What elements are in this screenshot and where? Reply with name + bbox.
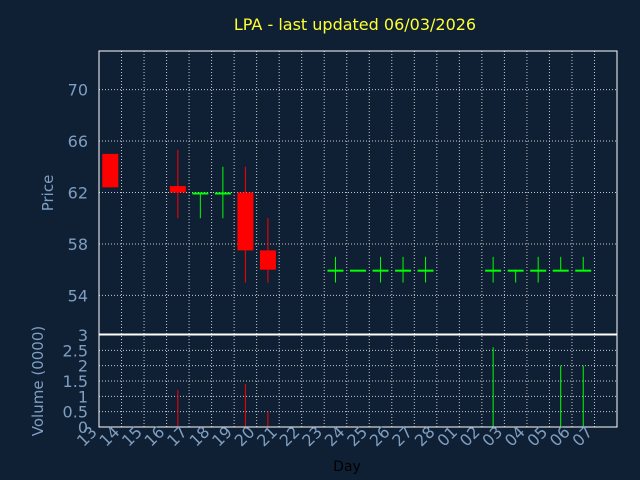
plot-frame bbox=[98, 50, 618, 428]
price-tick-label: 58 bbox=[68, 235, 88, 254]
candle-body bbox=[214, 192, 231, 195]
volume-axis-label: Volume (0000) bbox=[29, 326, 47, 436]
candle-body bbox=[417, 269, 434, 272]
candle-body bbox=[372, 269, 389, 272]
volume-tick-label: 3 bbox=[78, 326, 88, 345]
tick-labels: 545862667000.511.522.5313141516171819202… bbox=[63, 81, 597, 451]
candle-body bbox=[575, 269, 592, 272]
candle-layer bbox=[102, 150, 592, 283]
volume-tick-label: 1.5 bbox=[63, 372, 88, 391]
volume-tick-label: 2 bbox=[78, 357, 88, 376]
grid-layer bbox=[99, 51, 617, 427]
x-axis-label: Day bbox=[333, 459, 361, 475]
candle-body bbox=[507, 269, 524, 272]
chart-title: LPA - last updated 06/03/2026 bbox=[234, 15, 476, 34]
price-tick-label: 62 bbox=[68, 184, 88, 203]
candle-body bbox=[192, 192, 209, 195]
candle-body bbox=[237, 192, 254, 251]
volume-tick-label: 2.5 bbox=[63, 341, 88, 360]
price-panel-border bbox=[98, 50, 618, 335]
candle-body bbox=[327, 269, 344, 272]
volume-panel-border bbox=[98, 334, 618, 428]
price-tick-label: 54 bbox=[68, 286, 88, 305]
price-axis-label: Price bbox=[39, 175, 57, 212]
candle-body bbox=[552, 269, 569, 272]
candle-body bbox=[395, 269, 412, 272]
candle-body bbox=[169, 186, 186, 193]
candle-body bbox=[350, 269, 366, 272]
volume-layer bbox=[177, 347, 584, 427]
candle-body bbox=[102, 153, 119, 188]
volume-tick-label: 1 bbox=[78, 387, 88, 406]
volume-tick-label: 0 bbox=[78, 418, 88, 437]
price-tick-label: 70 bbox=[68, 81, 88, 100]
candle-body bbox=[485, 269, 502, 272]
volume-tick-label: 0.5 bbox=[63, 403, 88, 422]
price-tick-label: 66 bbox=[68, 132, 88, 151]
candle-body bbox=[259, 250, 276, 270]
candle-body bbox=[530, 269, 547, 272]
